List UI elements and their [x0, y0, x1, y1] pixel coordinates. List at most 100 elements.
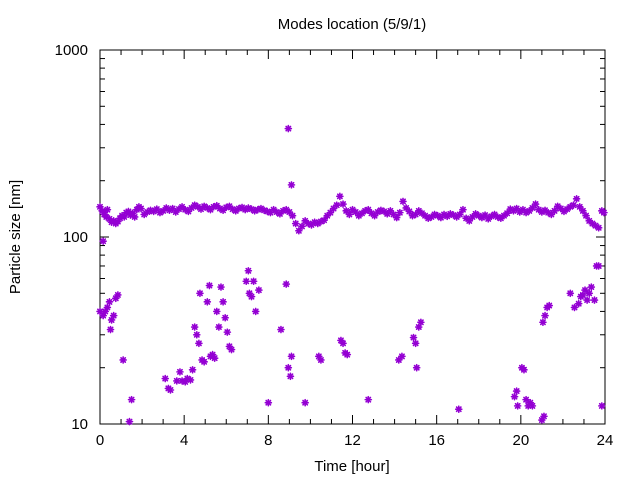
data-point — [295, 226, 303, 235]
x-tick-label: 12 — [344, 432, 361, 449]
data-point — [343, 350, 352, 359]
data-point — [130, 213, 139, 221]
data-point — [364, 205, 373, 214]
data-point — [192, 330, 201, 339]
data-point — [396, 208, 404, 217]
data-point — [244, 266, 253, 275]
data-point — [339, 200, 347, 208]
data-point — [478, 213, 486, 222]
data-point — [572, 195, 581, 203]
data-point — [195, 339, 203, 348]
y-axis-label: Particle size [nm] — [7, 180, 24, 294]
data-point — [190, 323, 199, 331]
data-point — [215, 323, 223, 331]
data-point — [212, 307, 221, 316]
data-point — [528, 204, 537, 212]
y-axis: 10 100 1000 — [55, 42, 605, 433]
data-point — [525, 207, 534, 215]
data-point — [320, 216, 328, 224]
data-point — [127, 395, 136, 404]
data-point — [205, 281, 214, 290]
data-point — [531, 200, 540, 208]
x-tick-label: 4 — [180, 432, 188, 449]
data-point — [114, 291, 122, 299]
data-point — [510, 392, 519, 401]
data-point — [178, 203, 186, 211]
data-point — [590, 296, 599, 304]
data-point — [210, 354, 219, 362]
data-point — [284, 124, 293, 133]
data-point — [547, 210, 556, 219]
data-point — [137, 204, 145, 213]
data-point — [287, 181, 296, 189]
data-point — [161, 374, 170, 383]
data-point — [288, 211, 297, 220]
data-point — [569, 201, 578, 209]
data-point — [512, 204, 521, 213]
data-point — [409, 333, 418, 342]
data-point — [339, 339, 347, 348]
data-point — [541, 311, 549, 320]
data-point — [200, 358, 208, 366]
data-point — [336, 192, 344, 201]
data-point — [594, 262, 603, 270]
data-point — [417, 318, 425, 327]
x-tick-label: 0 — [96, 432, 104, 449]
data-point — [519, 205, 527, 214]
data-point — [528, 402, 537, 410]
data-point — [176, 368, 184, 376]
data-point — [125, 417, 134, 426]
y-tick-label: 100 — [63, 229, 88, 246]
data-point — [223, 328, 232, 336]
data-point — [540, 412, 548, 421]
data-point — [594, 223, 603, 232]
data-point — [105, 298, 114, 306]
data-point — [247, 292, 256, 301]
data-point — [219, 298, 227, 306]
data-point — [231, 207, 240, 215]
y-tick-label: 10 — [71, 416, 88, 433]
x-tick-label: 8 — [264, 432, 272, 449]
data-point — [520, 365, 528, 374]
data-point — [600, 208, 608, 217]
data-point — [583, 296, 591, 304]
data-point — [522, 395, 530, 404]
data-point — [317, 356, 325, 364]
data-point — [370, 211, 379, 220]
data-point — [221, 313, 229, 322]
data-point — [566, 289, 575, 298]
data-point — [574, 299, 583, 308]
data-point — [287, 352, 296, 361]
x-axis: 0 4 8 12 16 20 24 — [96, 50, 614, 449]
data-point — [217, 283, 225, 291]
x-tick-label: 24 — [597, 432, 614, 449]
data-point — [103, 303, 112, 312]
data-point — [96, 307, 104, 316]
x-tick-label: 16 — [428, 432, 445, 449]
data-point — [227, 345, 236, 354]
data-point — [364, 395, 373, 404]
data-point — [490, 210, 499, 219]
data-point — [454, 405, 463, 413]
data-point — [579, 207, 587, 215]
data-point — [550, 207, 559, 215]
data-point — [545, 301, 554, 310]
data-point — [392, 213, 401, 222]
data-points — [96, 124, 608, 426]
data-point — [598, 402, 606, 410]
data-point — [159, 207, 167, 215]
y-tick-label: 1000 — [55, 42, 88, 59]
data-point — [459, 205, 467, 214]
data-point — [277, 325, 285, 334]
data-point — [249, 277, 258, 286]
data-point — [186, 376, 195, 384]
data-point — [456, 210, 464, 219]
x-axis-label: Time [hour] — [314, 458, 389, 475]
data-point — [582, 211, 590, 220]
data-point — [412, 363, 421, 372]
data-point — [286, 372, 295, 381]
data-point — [298, 222, 306, 231]
data-point — [203, 298, 212, 306]
data-point — [345, 210, 354, 219]
data-point — [301, 398, 309, 407]
